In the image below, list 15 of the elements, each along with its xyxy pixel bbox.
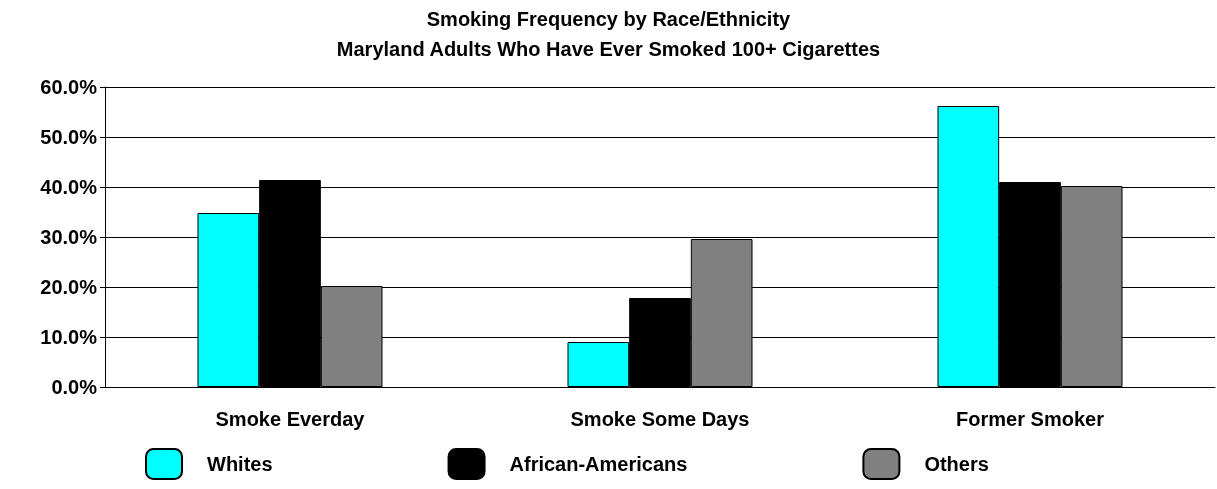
x-tick-label: Former Smoker xyxy=(956,408,1105,430)
y-tick-label: 0.0% xyxy=(51,376,98,398)
chart-subtitle: Maryland Adults Who Have Ever Smoked 100+ Cigarettes xyxy=(336,38,881,60)
y-tick-label: 40.0% xyxy=(40,176,98,198)
legend-label: Others xyxy=(924,453,989,475)
chart-title: Smoking Frequency by Race/Ethnicity xyxy=(426,8,792,30)
y-tick-label: 20.0% xyxy=(40,276,98,298)
y-tick-label: 30.0% xyxy=(40,226,98,248)
y-tick-label: 60.0% xyxy=(40,76,98,98)
y-tick-label: 50.0% xyxy=(40,126,98,148)
y-tick-label: 10.0% xyxy=(40,326,98,348)
legend-label: African-Americans xyxy=(509,453,688,475)
legend-label: Whites xyxy=(207,453,273,475)
x-tick-label: Smoke Everday xyxy=(215,408,366,430)
x-tick-label: Smoke Some Days xyxy=(570,408,750,430)
